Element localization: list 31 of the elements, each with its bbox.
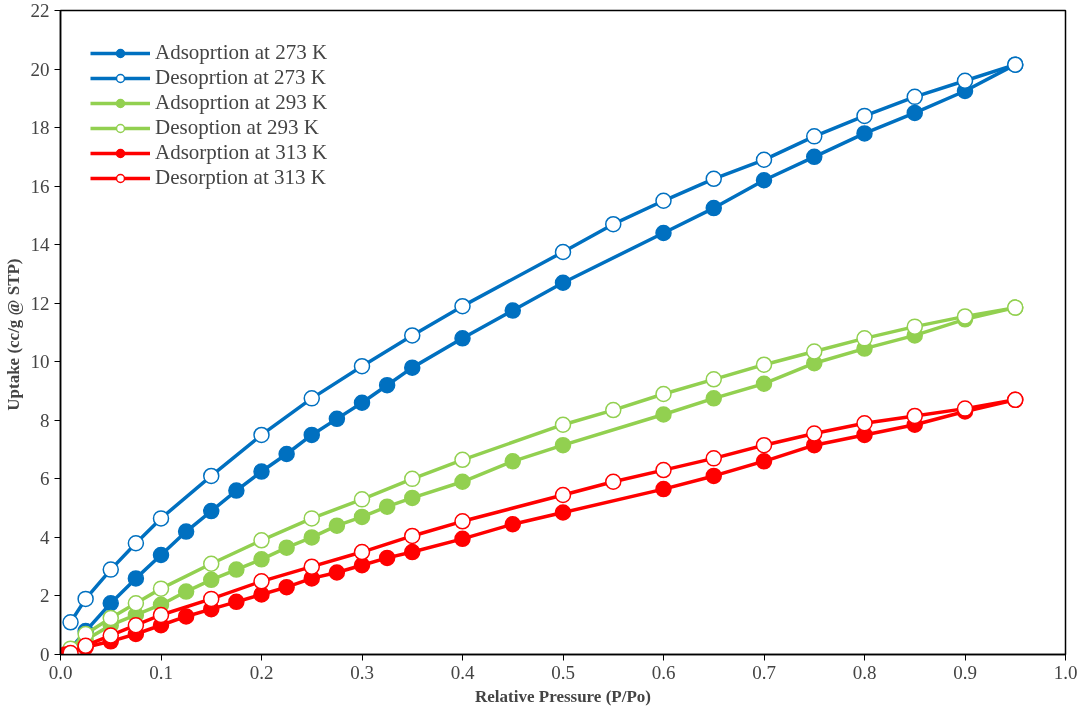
y-tick-label: 6 — [40, 468, 50, 490]
x-tick-label: 0.6 — [651, 661, 676, 683]
y-tick-label: 18 — [30, 117, 50, 139]
x-tick-label: 0.8 — [852, 661, 877, 683]
y-tick-label: 0 — [40, 644, 50, 665]
legend-label: Adsoprtion at 273 K — [155, 40, 328, 65]
x-tick-label: 0.4 — [450, 661, 475, 683]
legend-label: Desoption at 293 K — [155, 115, 319, 140]
legend-label: Desorption at 313 K — [155, 165, 326, 190]
y-tick-label: 20 — [30, 58, 50, 80]
x-tick-label: 0.2 — [249, 661, 274, 683]
y-tick-label: 14 — [30, 234, 50, 256]
y-tick-label: 16 — [30, 175, 50, 197]
y-tick-label: 10 — [30, 351, 50, 373]
legend-label: Desoprtion at 273 K — [155, 65, 326, 90]
x-tick-label: 0.0 — [48, 661, 73, 683]
x-axis-title: Relative Pressure (P/Po) — [475, 686, 651, 706]
x-tick-label: 0.5 — [551, 661, 575, 683]
x-tick-label: 0.3 — [350, 661, 374, 683]
y-tick-label: 4 — [40, 526, 50, 548]
y-tick-label: 2 — [40, 585, 50, 607]
legend-label: Adsorption at 313 K — [155, 140, 328, 165]
y-tick-label: 22 — [30, 0, 50, 21]
legend-label: Adsoprtion at 293 K — [155, 90, 328, 115]
y-axis-title: Uptake (cc/g @ STP) — [3, 258, 23, 411]
x-tick-label: 0.7 — [752, 661, 776, 683]
x-tick-label: 0.1 — [149, 661, 173, 683]
y-tick-label: 12 — [30, 292, 50, 314]
y-tick-label: 8 — [40, 409, 50, 431]
x-tick-label: 1.0 — [1053, 661, 1078, 683]
x-tick-label: 0.9 — [953, 661, 977, 683]
